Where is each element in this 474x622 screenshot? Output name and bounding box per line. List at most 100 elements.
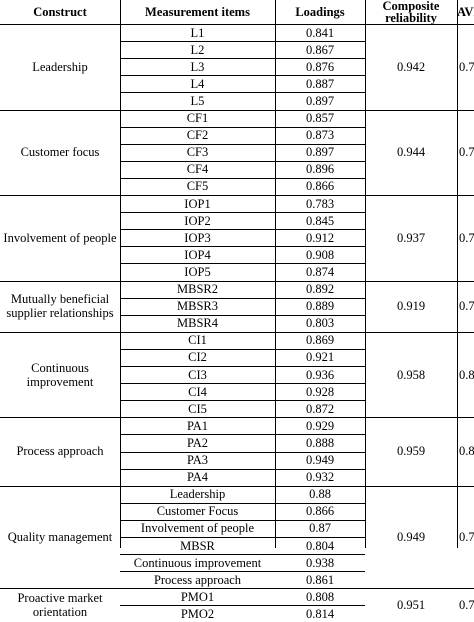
measurement-item: PA4	[186, 470, 209, 485]
ave-value: 0.758	[459, 529, 474, 544]
item-row-rule	[120, 92, 365, 94]
composite-reliability-value: 0.937	[396, 230, 426, 245]
loading-value: 0.88	[309, 487, 331, 502]
measurement-item: CI3	[188, 367, 207, 382]
item-row-rule	[120, 177, 365, 179]
group-rule	[0, 109, 474, 111]
measurement-item: L1	[190, 25, 205, 40]
item-row-rule	[120, 126, 365, 128]
composite-reliability-value: 0.919	[396, 299, 426, 314]
item-row-rule	[120, 366, 365, 367]
column-divider	[275, 0, 276, 548]
loading-value: 0.928	[305, 384, 335, 399]
loading-value: 0.929	[305, 418, 335, 433]
measurement-item: PMO2	[180, 606, 215, 621]
measurement-item: IOP4	[184, 247, 211, 262]
loading-value: 0.808	[305, 589, 335, 604]
header-composite-reliability: Composite reliability	[382, 0, 440, 25]
loading-value: 0.921	[305, 350, 335, 365]
item-row-rule	[120, 383, 365, 385]
header-measurement-items: Measurement items	[145, 5, 250, 19]
loading-value: 0.889	[305, 299, 335, 314]
loading-value: 0.845	[305, 213, 335, 228]
item-row-rule	[120, 229, 365, 231]
loading-value: 0.872	[305, 401, 335, 416]
measurement-item: Leadership	[169, 487, 226, 502]
measurement-item: CI5	[188, 401, 207, 416]
ave-value: 0.790	[459, 299, 474, 314]
construct-label: Mutually beneficial supplier relationshi…	[6, 292, 114, 321]
ave-value: 0.82	[459, 367, 474, 382]
loading-value: 0.861	[305, 572, 335, 587]
loading-value: 0.892	[305, 282, 335, 297]
ave-value: 0.771	[459, 145, 474, 160]
header-construct: Construct	[33, 5, 87, 19]
measurement-item: Process approach	[153, 572, 242, 587]
loading-value: 0.866	[305, 179, 335, 194]
item-row-rule	[120, 143, 365, 145]
item-row-rule	[120, 434, 365, 436]
measurement-item: IOP3	[184, 230, 211, 245]
loading-value: 0.908	[305, 247, 335, 262]
construct-label: Customer focus	[20, 145, 100, 160]
item-row-rule	[120, 297, 365, 299]
construct-label: Leadership	[32, 59, 88, 74]
composite-reliability-value: 0.942	[396, 59, 426, 74]
loading-value: 0.936	[305, 367, 335, 382]
loading-value: 0.912	[305, 230, 335, 245]
item-row-rule	[120, 451, 365, 453]
item-row-rule	[120, 246, 365, 248]
loading-value: 0.896	[305, 162, 335, 177]
loading-value: 0.857	[305, 111, 335, 126]
measurement-item: Customer Focus	[156, 504, 239, 519]
header-ave: AVE	[457, 5, 474, 19]
item-row-rule	[120, 502, 365, 504]
item-row-rule	[120, 263, 365, 265]
group-rule	[0, 331, 474, 333]
loading-value: 0.87	[309, 521, 331, 536]
ave-value: 0.707	[459, 598, 474, 613]
measurement-item: PA2	[186, 435, 209, 450]
loading-value: 0.869	[305, 333, 335, 348]
loading-value: 0.873	[305, 128, 335, 143]
column-divider	[120, 0, 121, 548]
measurement-item: CF1	[186, 111, 209, 126]
group-rule	[0, 195, 474, 196]
item-row-rule	[120, 400, 365, 402]
measurement-item: L5	[190, 93, 205, 108]
loading-value: 0.932	[305, 470, 335, 485]
loading-value: 0.841	[305, 25, 335, 40]
item-row-rule	[120, 468, 365, 470]
measurement-item: CF5	[186, 179, 209, 194]
composite-reliability-value: 0.944	[396, 145, 426, 160]
item-row-rule	[120, 571, 365, 573]
measurement-item: CI2	[188, 350, 207, 365]
composite-reliability-value: 0.949	[396, 529, 426, 544]
loading-value: 0.874	[305, 264, 335, 279]
item-row-rule	[120, 75, 365, 77]
item-row-rule	[120, 348, 365, 350]
measurement-item: L2	[190, 42, 205, 57]
item-row-rule	[120, 605, 365, 607]
measurement-item: L3	[190, 59, 205, 74]
group-rule	[0, 280, 474, 282]
item-row-rule	[120, 537, 365, 538]
measurement-item: Involvement of people	[140, 521, 255, 536]
composite-reliability-value: 0.959	[396, 444, 426, 459]
construct-label: Process approach	[16, 444, 104, 459]
composite-reliability-value: 0.951	[396, 598, 426, 613]
item-row-rule	[120, 212, 365, 214]
measurement-item: MBSR4	[177, 316, 218, 331]
ave-value: 0.764	[459, 59, 474, 74]
ave-value: 0.855	[459, 444, 474, 459]
construct-label: Proactive market orientation	[17, 591, 103, 620]
loading-value: 0.887	[305, 76, 335, 91]
column-divider	[457, 0, 458, 548]
measurement-item: CI1	[188, 333, 207, 348]
item-row-rule	[120, 314, 365, 316]
composite-reliability-value: 0.958	[396, 367, 426, 382]
measurement-item: IOP1	[184, 196, 211, 211]
measurement-item: CI4	[188, 384, 207, 399]
header-rule	[0, 24, 474, 25]
measurement-item: Continuous improvement	[133, 555, 262, 570]
